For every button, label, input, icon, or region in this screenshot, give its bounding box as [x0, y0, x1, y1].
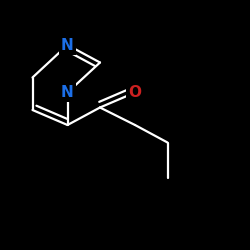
Text: O: O [128, 85, 141, 100]
Text: N: N [61, 85, 74, 100]
Text: N: N [61, 38, 74, 52]
